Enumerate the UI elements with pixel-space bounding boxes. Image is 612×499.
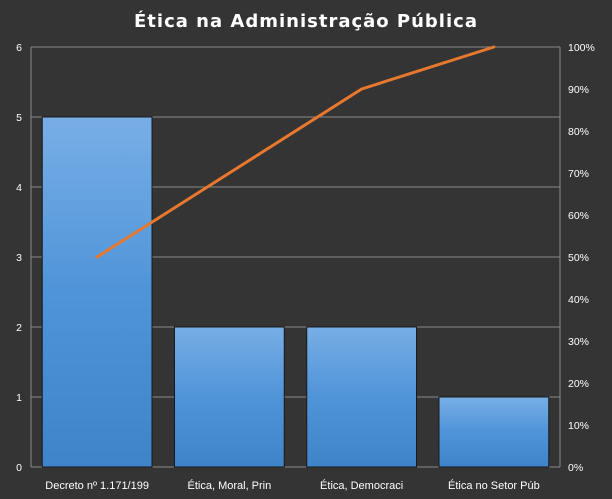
bar-series [41,116,550,468]
y-tick-label: 4 [16,182,22,194]
y2-tick-label: 30% [568,336,589,348]
category-axis-labels: Decreto nº 1.171/199 Ética, Moral, Prin Ét… [45,479,539,492]
y2-tick-label: 60% [568,210,589,222]
y-tick-label: 6 [16,42,22,54]
x-category-label: Ética, Democraci [320,479,403,492]
y2-tick-label: 40% [568,294,589,306]
y2-tick-label: 90% [568,84,589,96]
y-tick-label: 0 [16,462,22,474]
x-category-label: Decreto nº 1.171/199 [45,480,149,492]
left-axis-tick-labels: 0 1 2 3 4 5 6 [16,42,22,474]
y2-tick-label: 20% [568,378,589,390]
bar [306,326,418,468]
bar [438,396,550,468]
y2-tick-label: 80% [568,126,589,138]
y-tick-label: 2 [16,322,22,334]
cumulative-line-series [95,45,496,259]
y2-tick-label: 50% [568,252,589,264]
x-category-label: Ética, Moral, Prin [188,479,272,492]
x-category-label: Ética no Setor Púb [448,479,540,492]
y2-tick-label: 70% [568,168,589,180]
chart-title: Ética na Administração Pública [134,10,478,32]
cumulative-line [95,45,496,259]
y2-tick-label: 0% [568,462,583,474]
y2-tick-label: 10% [568,420,589,432]
bar [173,326,285,468]
y-tick-label: 1 [16,392,22,404]
y2-tick-label: 100% [568,42,595,54]
y-tick-label: 5 [16,112,22,124]
y-tick-label: 3 [16,252,22,264]
right-axis-tick-labels: 0% 10% 20% 30% 40% 50% 60% 70% 80% 90% 100% [568,42,595,474]
bar [41,116,153,468]
